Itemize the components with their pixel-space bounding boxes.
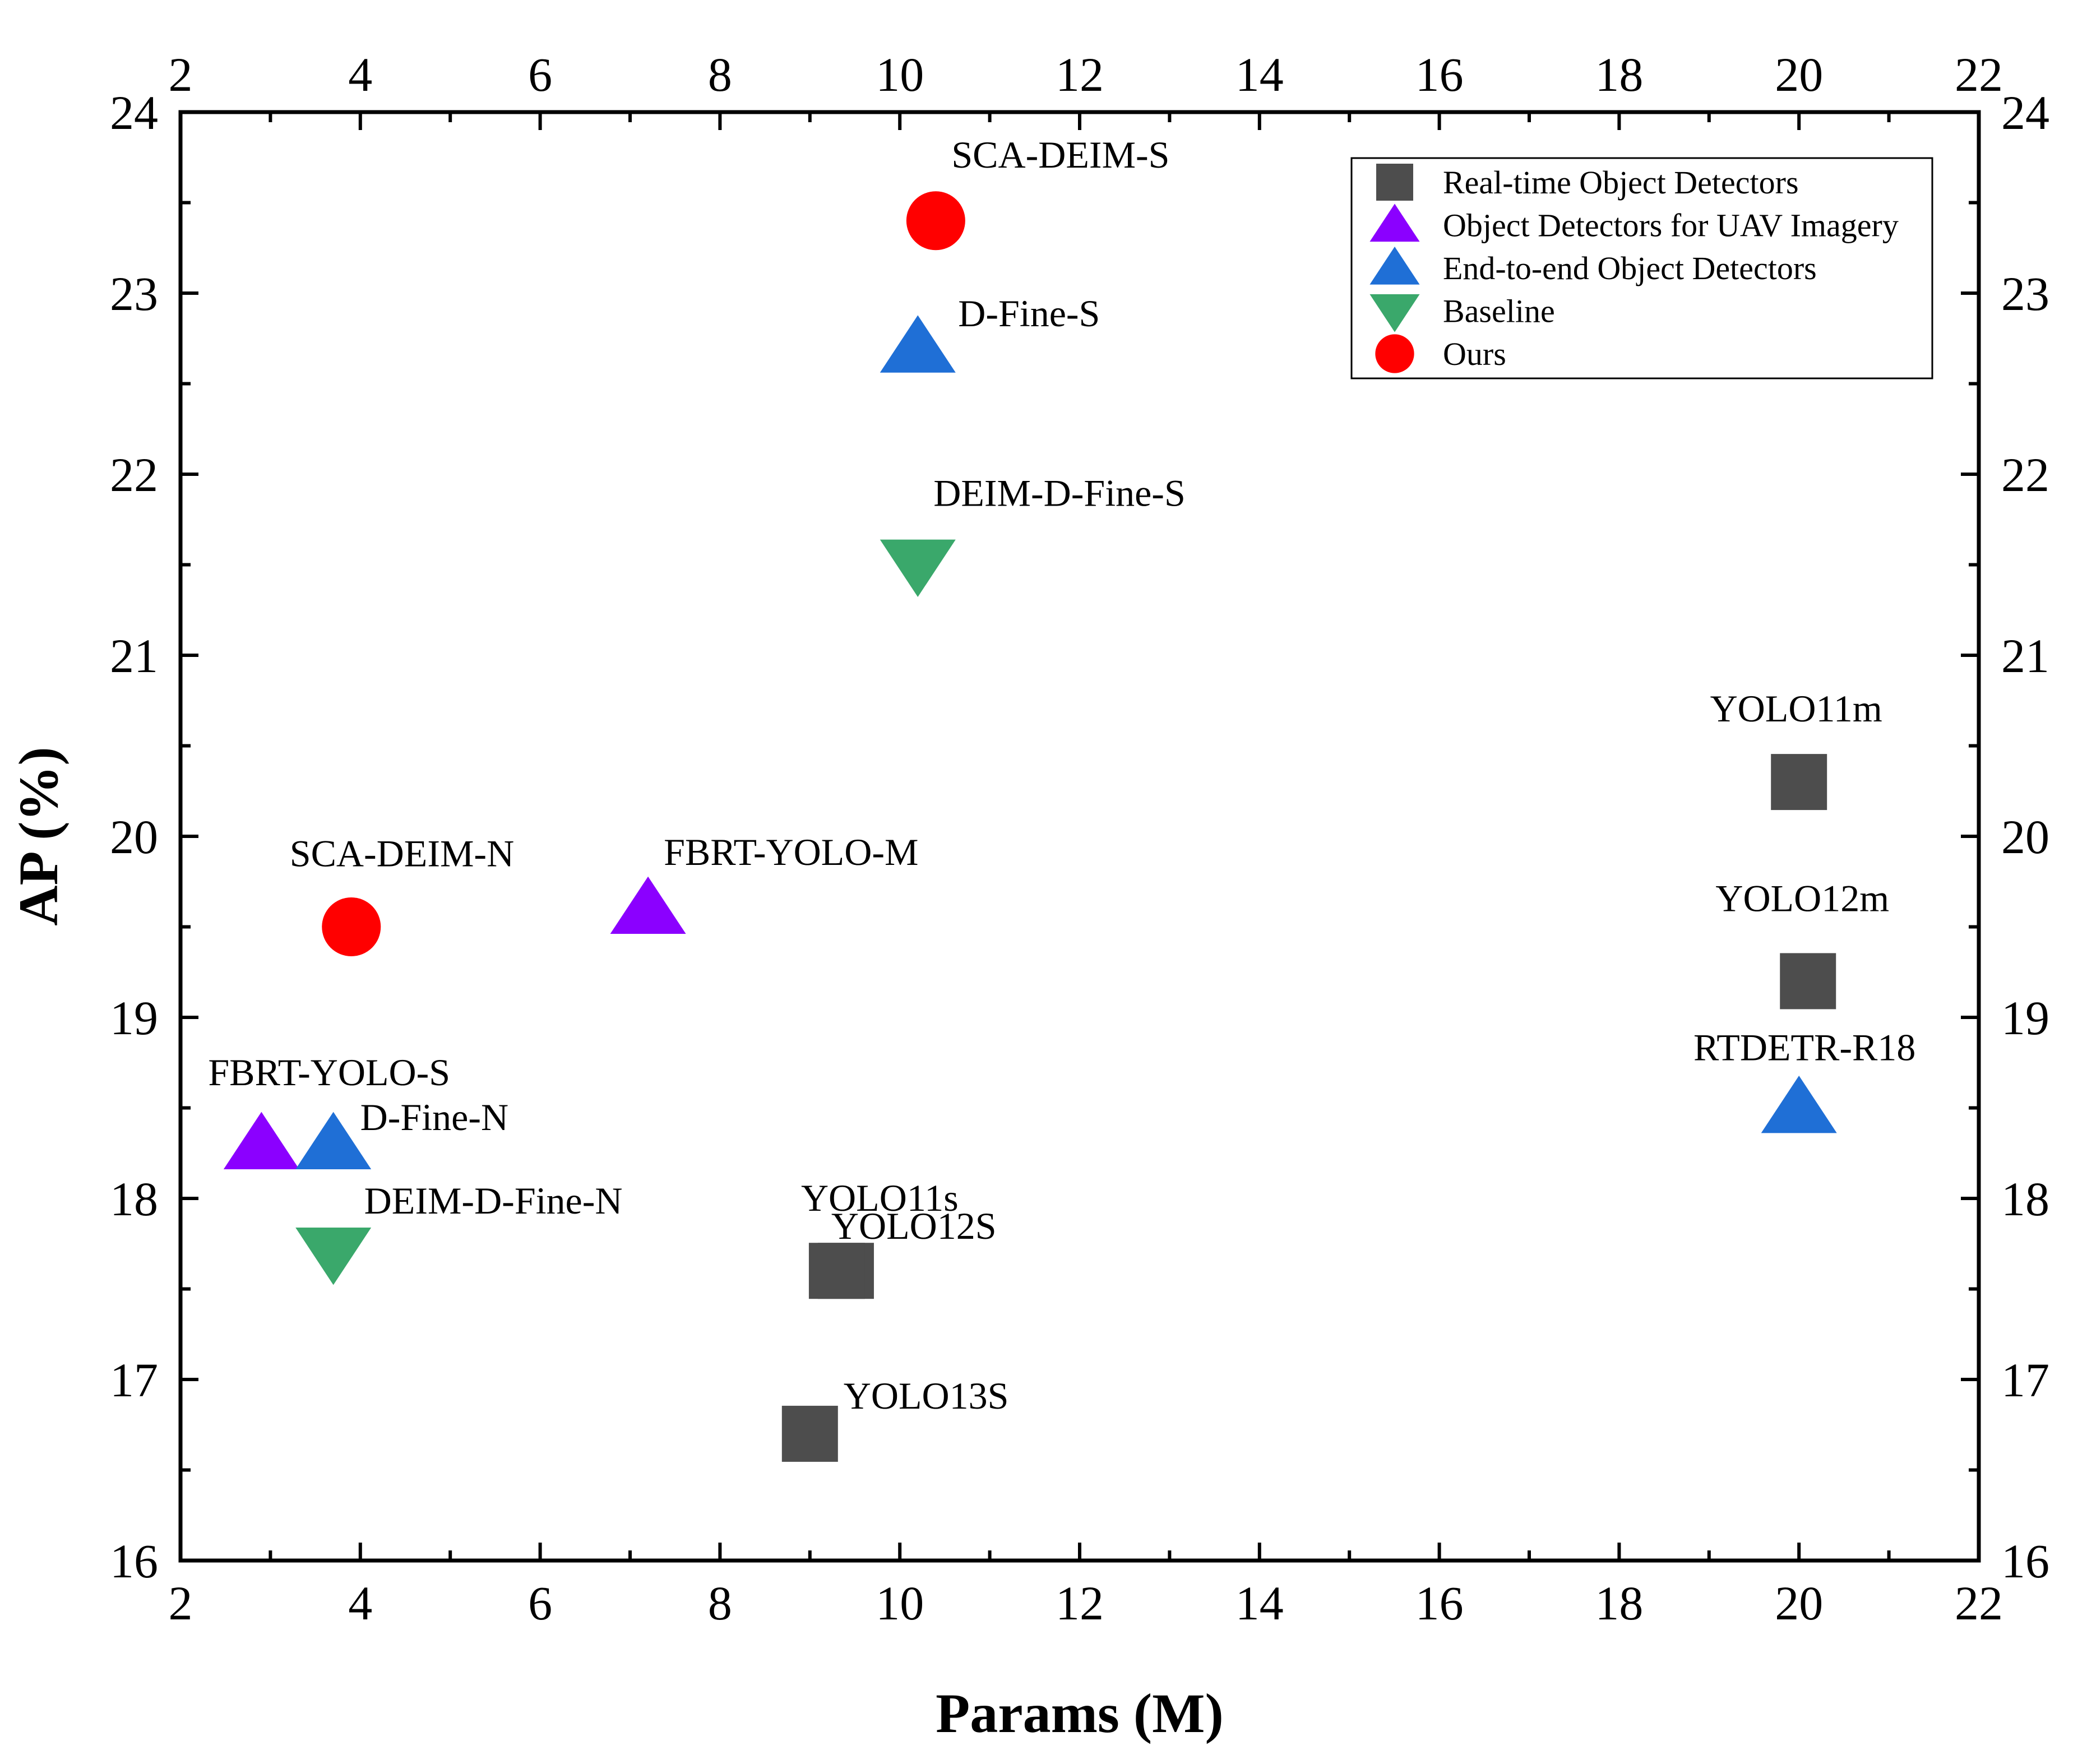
- y-tick-label-left: 22: [110, 448, 158, 502]
- y-tick-label-left: 17: [110, 1353, 158, 1407]
- legend: Real-time Object Detectors Object Detecto…: [1350, 157, 1933, 379]
- x-tick-label-top: 6: [528, 48, 552, 101]
- x-tick-label-bottom: 2: [169, 1576, 193, 1630]
- point-label: D-Fine-S: [958, 292, 1100, 335]
- y-tick-label-right: 22: [2001, 448, 2049, 502]
- point-label: DEIM-D-Fine-N: [364, 1179, 623, 1222]
- x-tick-label-bottom: 22: [1955, 1576, 2003, 1630]
- x-tick-label-bottom: 12: [1056, 1576, 1104, 1630]
- legend-marker: [1369, 247, 1420, 285]
- point-label: SCA-DEIM-S: [951, 133, 1169, 176]
- x-tick-label-top: 22: [1955, 48, 2003, 101]
- y-tick-label-right: 21: [2001, 629, 2049, 683]
- y-tick-label-right: 23: [2001, 267, 2049, 321]
- data-points: [223, 191, 1837, 1462]
- data-point: [610, 876, 686, 934]
- point-label: YOLO13S: [844, 1374, 1009, 1417]
- data-point: [781, 1405, 838, 1462]
- plot-frame: [178, 110, 1981, 1563]
- x-tick-label-bottom: 14: [1235, 1576, 1284, 1630]
- data-point: [880, 315, 956, 373]
- data-point: [906, 191, 965, 251]
- x-tick-label-bottom: 6: [528, 1576, 552, 1630]
- point-label: YOLO11s: [801, 1177, 959, 1219]
- x-tick-label-bottom: 10: [876, 1576, 924, 1630]
- y-tick-label-left: 19: [110, 991, 158, 1045]
- point-label: RTDETR-R18: [1693, 1026, 1915, 1069]
- y-tick-label-left: 20: [110, 810, 158, 864]
- legend-label: Baseline: [1443, 293, 1555, 330]
- x-axis-label: Params (M): [936, 1682, 1224, 1744]
- legend-marker: [1369, 203, 1420, 242]
- y-tick-label-right: 16: [2001, 1534, 2049, 1588]
- data-point: [880, 539, 956, 597]
- y-tick-label-right: 19: [2001, 991, 2049, 1045]
- y-tick-label-right: 24: [2001, 86, 2049, 140]
- point-label: YOLO12m: [1715, 877, 1889, 919]
- legend-label: End-to-end Object Detectors: [1443, 250, 1817, 286]
- x-tick-label-top: 20: [1775, 48, 1823, 101]
- x-tick-label-bottom: 18: [1595, 1576, 1643, 1630]
- point-label: DEIM-D-Fine-S: [933, 472, 1186, 515]
- legend-marker: [1369, 294, 1420, 332]
- y-tick-label-left: 21: [110, 629, 158, 683]
- x-tick-label-bottom: 4: [348, 1576, 372, 1630]
- point-label: FBRT-YOLO-S: [208, 1051, 450, 1094]
- data-point: [295, 1112, 372, 1169]
- x-tick-label-top: 10: [876, 48, 924, 101]
- data-point: [1761, 1076, 1837, 1133]
- x-tick-label-bottom: 8: [708, 1576, 732, 1630]
- legend-marker: [1376, 164, 1413, 201]
- x-tick-label-top: 18: [1595, 48, 1643, 101]
- x-tick-label-top: 4: [348, 48, 372, 101]
- x-tick-label-top: 8: [708, 48, 732, 101]
- y-tick-label-right: 20: [2001, 810, 2049, 864]
- data-point: [808, 1243, 865, 1299]
- y-tick-label-right: 17: [2001, 1353, 2049, 1407]
- point-label: YOLO11m: [1710, 687, 1882, 730]
- data-point: [1771, 754, 1827, 811]
- legend-marker: [1375, 334, 1414, 373]
- y-axis-label: AP (%): [7, 747, 70, 925]
- data-point: [295, 1228, 372, 1285]
- y-tick-label-left: 24: [110, 86, 158, 140]
- legend-label: Object Detectors for UAV Imagery: [1443, 207, 1899, 244]
- legend-label: Real-time Object Detectors: [1443, 164, 1799, 201]
- x-tick-label-bottom: 20: [1775, 1576, 1823, 1630]
- legend-label: Ours: [1443, 336, 1506, 372]
- x-tick-label-bottom: 16: [1415, 1576, 1464, 1630]
- point-label: FBRT-YOLO-M: [664, 831, 918, 873]
- legend-box: [1350, 157, 1933, 379]
- point-label: D-Fine-N: [360, 1096, 508, 1138]
- x-tick-label-top: 2: [169, 48, 193, 101]
- point-label: SCA-DEIM-N: [290, 832, 514, 875]
- x-tick-label-top: 14: [1235, 48, 1284, 101]
- x-tick-label-top: 12: [1056, 48, 1104, 101]
- y-tick-label-left: 23: [110, 267, 158, 321]
- data-point: [322, 897, 381, 956]
- y-tick-label-left: 18: [110, 1172, 158, 1226]
- point-label: YOLO12S: [831, 1205, 997, 1247]
- x-tick-label-top: 16: [1415, 48, 1464, 101]
- data-point: [223, 1112, 299, 1169]
- y-tick-label-right: 18: [2001, 1172, 2049, 1226]
- y-tick-label-left: 16: [110, 1534, 158, 1588]
- data-point: [1780, 953, 1836, 1010]
